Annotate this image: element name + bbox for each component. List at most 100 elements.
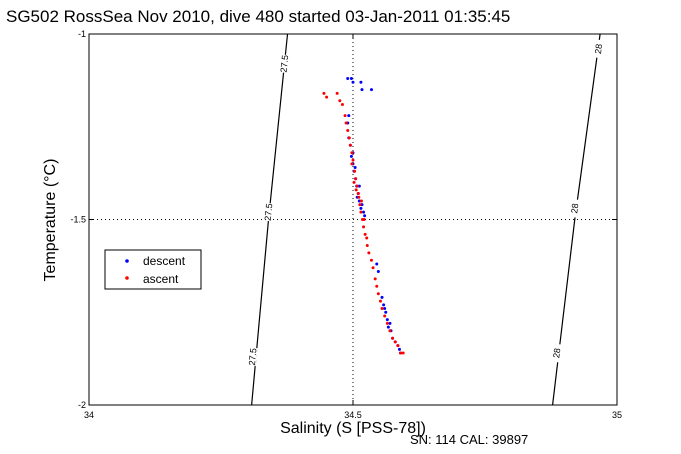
point-descent: [349, 77, 353, 81]
point-descent: [382, 303, 386, 307]
contour-label-bg: [263, 202, 274, 222]
point-ascent: [340, 102, 344, 106]
point-descent: [362, 210, 366, 214]
point-ascent: [335, 91, 339, 95]
point-ascent: [347, 136, 351, 140]
contour-line: [551, 33, 601, 406]
point-descent: [363, 214, 367, 218]
point-ascent: [365, 236, 369, 240]
legend-label-descent: descent: [143, 254, 186, 268]
point-ascent: [338, 99, 342, 103]
point-ascent: [373, 277, 377, 281]
point-descent: [353, 166, 357, 170]
point-descent: [375, 262, 379, 266]
point-descent: [360, 203, 364, 207]
point-ascent: [380, 307, 384, 311]
point-ascent: [354, 177, 358, 181]
point-ascent: [325, 95, 329, 99]
axis-ticks: 34 34.5 35 -1 -1.5 -2: [70, 29, 622, 420]
y-tick-label: -2: [78, 400, 86, 410]
point-ascent: [359, 199, 363, 203]
contour-label-bg: [593, 39, 604, 59]
point-descent: [369, 88, 373, 92]
contour-label-bg: [247, 347, 258, 367]
point-ascent: [346, 128, 350, 132]
x-tick-label: 34: [84, 410, 94, 420]
point-descent: [384, 310, 388, 314]
footnote: SN: 114 CAL: 39897: [410, 432, 528, 447]
y-tick-label: -1: [78, 29, 86, 39]
point-descent: [380, 295, 384, 299]
point-ascent: [383, 314, 387, 318]
point-ascent: [355, 184, 359, 188]
point-descent: [386, 325, 390, 329]
point-ascent: [385, 321, 389, 325]
point-descent: [347, 114, 351, 118]
point-descent: [359, 206, 363, 210]
point-ascent: [393, 340, 397, 344]
point-descent: [376, 269, 380, 273]
point-ascent: [401, 351, 405, 355]
point-ascent: [367, 251, 371, 255]
y-tick-label: -1.5: [70, 215, 86, 225]
point-ascent: [354, 188, 358, 192]
x-axis-label: Salinity (S [PSS-78]): [280, 420, 426, 437]
x-tick-label: 34.5: [344, 410, 362, 420]
point-ascent: [351, 158, 355, 162]
point-ascent: [396, 344, 400, 348]
point-descent: [383, 307, 387, 311]
legend: descent ascent: [104, 249, 202, 290]
point-ascent: [322, 91, 326, 95]
chart-title: SG502 RossSea Nov 2010, dive 480 started…: [6, 7, 510, 26]
point-ascent: [365, 243, 369, 247]
point-descent: [349, 154, 353, 158]
point-ascent: [362, 225, 366, 229]
point-descent: [357, 184, 361, 188]
y-axis-label: Temperature (°C): [42, 159, 59, 282]
point-ascent: [363, 232, 367, 236]
density-contours: 27.5 27.5 27.5 28 28 28: [247, 33, 604, 406]
contour-label: 28: [551, 347, 562, 358]
legend-marker-descent: [125, 259, 129, 263]
point-descent: [351, 80, 355, 84]
data-points: [322, 77, 405, 355]
point-ascent: [359, 210, 363, 214]
point-ascent: [350, 162, 354, 166]
contour-label: 27.5: [263, 203, 275, 221]
x-tick-label: 35: [612, 410, 622, 420]
point-ascent: [399, 351, 403, 355]
grid: [89, 34, 617, 405]
contour-label-bg: [279, 54, 290, 74]
point-descent: [385, 318, 389, 322]
point-ascent: [357, 195, 361, 199]
contour-label-bg: [569, 198, 580, 218]
point-ascent: [358, 203, 362, 207]
point-ascent: [388, 329, 392, 333]
point-descent: [346, 77, 350, 81]
point-ascent: [378, 299, 382, 303]
point-descent: [360, 88, 364, 92]
point-ascent: [375, 284, 379, 288]
point-ascent: [350, 151, 354, 155]
point-descent: [388, 321, 392, 325]
contour-label: 28: [569, 203, 580, 214]
point-ascent: [371, 266, 375, 270]
point-ascent: [391, 336, 395, 340]
legend-marker-ascent: [125, 276, 129, 280]
point-ascent: [356, 192, 360, 196]
point-ascent: [369, 258, 373, 262]
contour-label-bg: [551, 343, 562, 363]
point-ascent: [352, 180, 356, 184]
point-ascent: [362, 218, 366, 221]
point-descent: [357, 199, 361, 203]
point-descent: [397, 347, 401, 351]
contour-label: 27.5: [247, 348, 259, 366]
contour-label: 28: [593, 43, 604, 54]
legend-box: [104, 249, 202, 290]
legend-label-ascent: ascent: [143, 272, 179, 286]
point-descent: [359, 80, 363, 84]
point-ascent: [348, 143, 352, 147]
point-ascent: [344, 121, 348, 125]
point-ascent: [353, 169, 357, 173]
